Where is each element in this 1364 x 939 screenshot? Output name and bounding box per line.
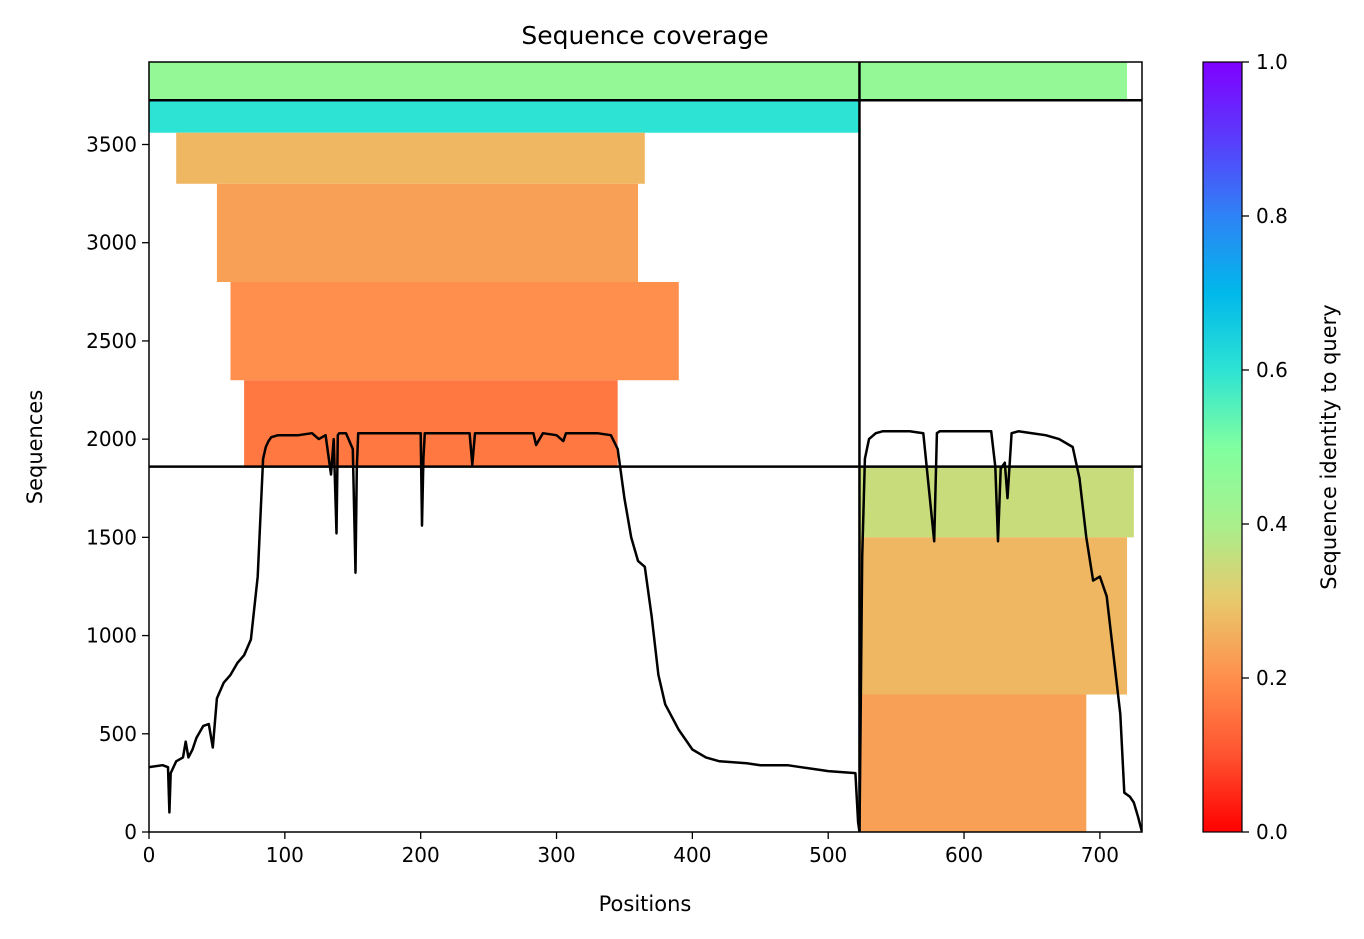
coverage-block bbox=[230, 282, 679, 381]
x-tick-label: 0 bbox=[143, 843, 156, 867]
y-tick-label: 0 bbox=[124, 820, 137, 844]
x-tick-label: 500 bbox=[809, 843, 847, 867]
y-tick-label: 2500 bbox=[86, 329, 137, 353]
x-tick-label: 100 bbox=[266, 843, 304, 867]
y-tick-label: 1500 bbox=[86, 525, 137, 549]
chart-title: Sequence coverage bbox=[521, 21, 768, 50]
colorbar-tick-label: 1.0 bbox=[1256, 50, 1288, 74]
x-tick-label: 600 bbox=[945, 843, 983, 867]
y-axis-label: Sequences bbox=[23, 390, 47, 505]
y-tick-label: 3000 bbox=[86, 231, 137, 255]
divider-lines bbox=[149, 62, 1142, 832]
colorbar-label: Sequence identity to query bbox=[1317, 304, 1341, 589]
coverage-block bbox=[176, 132, 645, 184]
x-tick-label: 200 bbox=[402, 843, 440, 867]
coverage-block bbox=[859, 537, 1128, 695]
colorbar bbox=[1202, 61, 1243, 833]
y-tick-label: 3500 bbox=[86, 133, 137, 157]
colorbar-tick-label: 0.6 bbox=[1256, 358, 1288, 382]
coverage-block bbox=[859, 694, 1087, 832]
y-tick-label: 2000 bbox=[86, 427, 137, 451]
coverage-block bbox=[149, 62, 860, 101]
coverage-block bbox=[859, 62, 1128, 101]
x-tick-label: 700 bbox=[1081, 843, 1119, 867]
colorbar-tick-label: 0.2 bbox=[1256, 666, 1288, 690]
coverage-block bbox=[149, 100, 860, 133]
coverage-block bbox=[216, 183, 639, 282]
coverage-heatmap bbox=[149, 62, 1134, 832]
x-tick-label: 300 bbox=[537, 843, 575, 867]
y-tick-label: 500 bbox=[99, 722, 137, 746]
plot-frame bbox=[148, 61, 1143, 833]
colorbar-ticks: 0.0 0.2 0.4 0.6 0.8 1.0 bbox=[1242, 50, 1288, 844]
colorbar-tick-label: 0.4 bbox=[1256, 512, 1288, 536]
y-axis-ticks: 0 500 1000 1500 2000 2500 3000 3500 bbox=[86, 133, 149, 844]
colorbar-tick-label: 0.8 bbox=[1256, 204, 1288, 228]
y-tick-label: 1000 bbox=[86, 624, 137, 648]
coverage-line bbox=[149, 430, 1142, 832]
coverage-line-layer bbox=[149, 430, 1142, 832]
x-axis-label: Positions bbox=[599, 892, 692, 916]
coverage-block bbox=[244, 380, 618, 467]
x-axis-ticks: 0 100 200 300 400 500 600 700 bbox=[143, 832, 1119, 867]
colorbar-tick-label: 0.0 bbox=[1256, 820, 1288, 844]
x-tick-label: 400 bbox=[673, 843, 711, 867]
